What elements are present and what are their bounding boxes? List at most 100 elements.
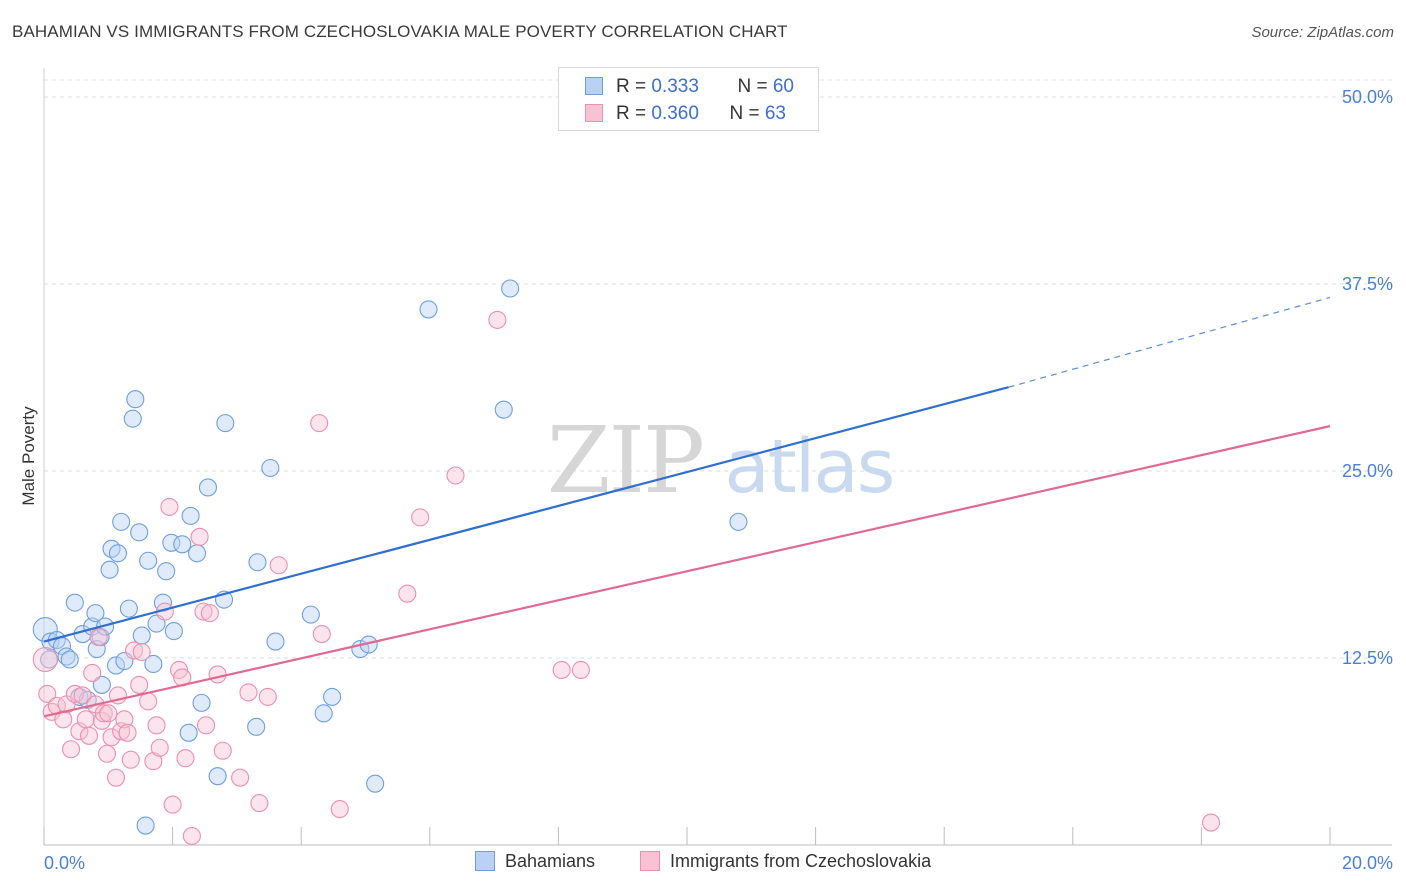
point-bahamians [41, 632, 60, 651]
point-czechoslovakia [239, 683, 258, 702]
point-czechoslovakia [312, 625, 331, 644]
point-bahamians [179, 723, 198, 742]
point-czechoslovakia [147, 716, 166, 735]
point-czechoslovakia [200, 604, 219, 623]
point-czechoslovakia [99, 704, 118, 723]
point-bahamians [494, 400, 513, 419]
point-czechoslovakia [196, 716, 216, 735]
point-czechoslovakia [121, 750, 140, 769]
point-czechoslovakia [1201, 813, 1221, 832]
point-bahamians [164, 622, 183, 641]
point-czechoslovakia [79, 726, 99, 745]
x-tick-label-min: 0.0% [44, 853, 85, 873]
point-czechoslovakia [118, 723, 137, 742]
point-czechoslovakia [411, 508, 430, 527]
point-czechoslovakia [310, 414, 329, 433]
point-bahamians [192, 693, 211, 712]
point-bahamians [266, 632, 285, 651]
point-czechoslovakia [194, 602, 213, 621]
chart-title: BAHAMIAN VS IMMIGRANTS FROM CZECHOSLOVAK… [12, 22, 788, 41]
trend-line-czechoslovakia [43, 425, 1331, 718]
point-bahamians [501, 279, 520, 298]
n-value: 60 [772, 76, 794, 97]
point-bahamians [314, 704, 333, 723]
point-bahamians [139, 551, 158, 570]
point-czechoslovakia [330, 800, 349, 819]
point-czechoslovakia [571, 660, 590, 680]
n-label: N = [737, 76, 773, 97]
point-czechoslovakia [124, 641, 144, 660]
point-czechoslovakia [163, 795, 182, 814]
point-czechoslovakia [54, 710, 73, 729]
point-czechoslovakia [73, 686, 92, 705]
point-czechoslovakia [38, 684, 57, 703]
point-bahamians [173, 535, 192, 554]
point-bahamians [729, 512, 748, 531]
point-bahamians [248, 553, 267, 572]
r-value: 0.333 [651, 76, 699, 97]
point-czechoslovakia [182, 826, 201, 846]
point-czechoslovakia [231, 768, 250, 787]
point-czechoslovakia [83, 663, 102, 683]
point-bahamians [216, 414, 235, 433]
point-bahamians [261, 458, 280, 478]
point-bahamians [92, 675, 111, 694]
point-czechoslovakia [208, 665, 227, 684]
swatch-czechoslovakia [585, 104, 603, 122]
point-bahamians [144, 654, 163, 674]
point-czechoslovakia [97, 744, 117, 763]
point-czechoslovakia [250, 794, 269, 813]
point-czechoslovakia [190, 527, 209, 546]
r-label: R = [616, 103, 652, 124]
point-czechoslovakia [139, 692, 158, 711]
point-bahamians [301, 605, 320, 624]
trend-line-extension [1008, 296, 1331, 388]
stats-legend: R = 0.333 N = 60 R = 0.360 N = 63 [558, 67, 819, 131]
point-czechoslovakia [112, 722, 131, 741]
y-tick-label: 12.5% [1342, 648, 1393, 668]
point-czechoslovakia [488, 310, 507, 329]
point-bahamians [60, 650, 79, 669]
point-bahamians [323, 687, 342, 706]
legend-label-bahamians: Bahamians [505, 851, 596, 871]
y-axis-label: Male Poverty [19, 406, 38, 506]
y-tick-label: 37.5% [1342, 274, 1393, 294]
trend-lines [43, 296, 1331, 718]
point-czechoslovakia [106, 768, 126, 787]
point-czechoslovakia [65, 684, 84, 703]
point-bahamians [419, 300, 438, 319]
legend-swatch-bahamians [475, 851, 495, 871]
point-bahamians [86, 604, 105, 623]
point-bahamians [366, 774, 385, 793]
point-bahamians [187, 544, 207, 563]
point-bahamians [208, 767, 227, 786]
watermark: ZIP atlas [547, 407, 894, 514]
gridlines [44, 79, 1392, 659]
legend-swatch-czechoslovakia [640, 851, 660, 871]
legend-item-czechoslovakia: Immigrants from Czechoslovakia [640, 851, 931, 872]
point-czechoslovakia [258, 687, 277, 706]
point-bahamians [247, 717, 266, 736]
point-czechoslovakia [94, 704, 113, 723]
point-bahamians [181, 506, 200, 525]
point-czechoslovakia [130, 675, 149, 694]
point-czechoslovakia [115, 710, 134, 729]
point-bahamians [65, 593, 84, 612]
y-tick-label: 25.0% [1342, 461, 1393, 481]
point-czechoslovakia [213, 741, 232, 760]
point-czechoslovakia [398, 584, 417, 603]
source-label: Source: ZipAtlas.com [1251, 24, 1394, 41]
axis-labels: 12.5% 25.0% 37.5% 50.0% 0.0% 20.0% Male Povert… [19, 87, 1393, 873]
r-label: R = [616, 76, 652, 97]
point-bahamians [198, 478, 218, 497]
point-bahamians [136, 816, 155, 835]
point-bahamians [100, 560, 119, 579]
watermark-atlas: atlas [703, 424, 893, 510]
point-czechoslovakia [176, 749, 195, 768]
legend-item-bahamians: Bahamians [475, 851, 595, 872]
legend-label-czechoslovakia: Immigrants from Czechoslovakia [670, 851, 932, 871]
point-czechoslovakia [150, 738, 169, 757]
n-label: N = [729, 103, 765, 124]
point-bahamians [106, 656, 126, 675]
point-bahamians [108, 544, 127, 563]
